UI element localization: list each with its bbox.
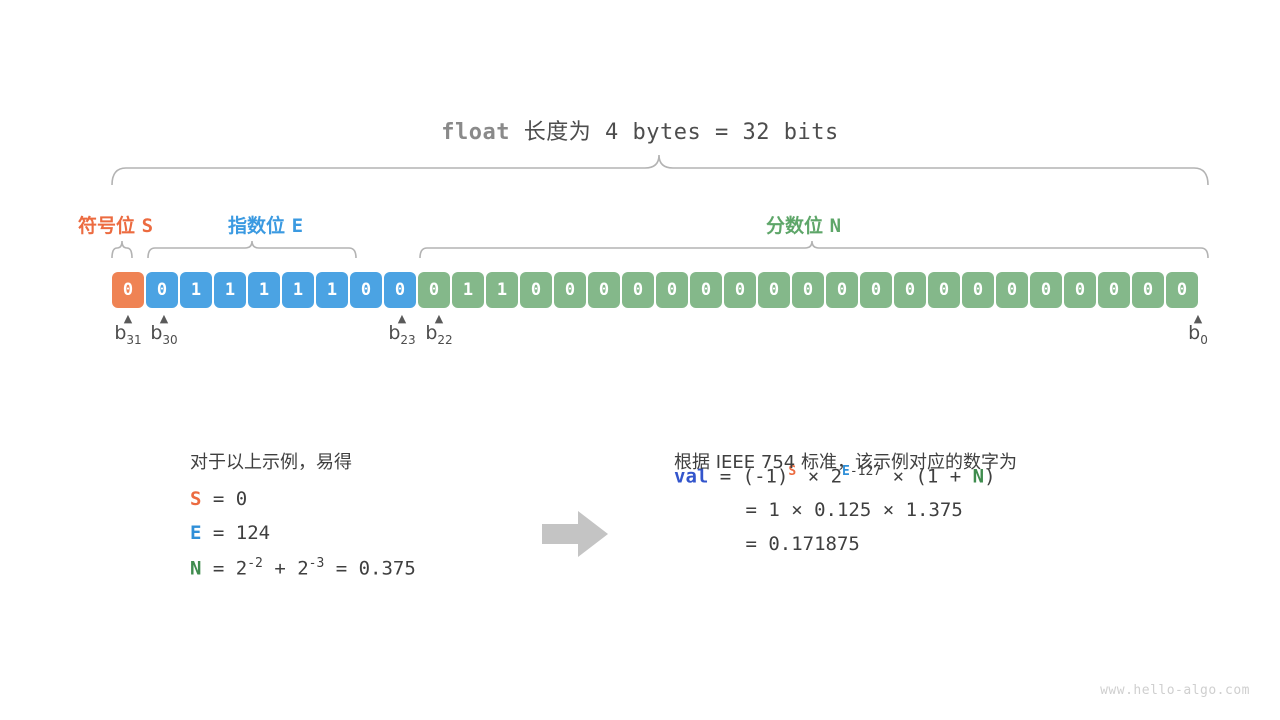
diagram-title: float 长度为 4 bytes = 32 bits — [0, 114, 1280, 146]
bit-cell-fraction-21: 0 — [1132, 272, 1164, 308]
brace-fraction — [419, 240, 1209, 259]
bit-cell-fraction-22: 0 — [1166, 272, 1198, 308]
bit-index-b0: ▲ b0 — [1178, 312, 1218, 350]
bit-index-b22: ▲ b22 — [419, 312, 459, 350]
bit-cell-exponent-4: 1 — [282, 272, 314, 308]
bit-cell-fraction-1: 1 — [452, 272, 484, 308]
brace-sign-bit — [111, 240, 133, 259]
bit-cell-fraction-5: 0 — [588, 272, 620, 308]
caret-icon: ▲ — [1193, 312, 1203, 325]
bit-cell-fraction-19: 0 — [1064, 272, 1096, 308]
bit-cell-fraction-7: 0 — [656, 272, 688, 308]
bit-index-label: b30 — [150, 322, 178, 347]
bit-cell-fraction-2: 1 — [486, 272, 518, 308]
bit-cell-exponent-6: 0 — [350, 272, 382, 308]
bit-index-label: b0 — [1188, 322, 1208, 347]
caret-icon: ▲ — [434, 312, 444, 325]
bit-index-label: b22 — [425, 322, 453, 347]
left-explanation-block: 对于以上示例，易得 S = 0 E = 124 N = 2-2 + 2-3 = … — [190, 448, 416, 587]
bit-cell-exponent-7: 0 — [384, 272, 416, 308]
bit-cell-fraction-15: 0 — [928, 272, 960, 308]
segment-symbol-e: E — [291, 215, 304, 237]
bit-cell-exponent-1: 1 — [180, 272, 212, 308]
left-line-s: S = 0 — [190, 488, 248, 510]
bit-cell-fraction-12: 0 — [826, 272, 858, 308]
title-keyword: float — [441, 120, 511, 145]
bit-index-b23: ▲ b23 — [382, 312, 422, 350]
bit-cell-exponent-5: 1 — [316, 272, 348, 308]
bit-cell-fraction-16: 0 — [962, 272, 994, 308]
right-arrow-icon — [542, 511, 608, 557]
watermark: www.hello-algo.com — [1100, 683, 1250, 698]
bit-cell-fraction-6: 0 — [622, 272, 654, 308]
left-line-n: N = 2-2 + 2-3 = 0.375 — [190, 556, 416, 580]
bit-cell-exponent-3: 1 — [248, 272, 280, 308]
bit-cell-fraction-17: 0 — [996, 272, 1028, 308]
right-line-2: = 1 × 0.125 × 1.375 — [734, 499, 963, 522]
bit-index-b31: ▲ b31 — [108, 312, 148, 350]
bit-cell-fraction-3: 0 — [520, 272, 552, 308]
caret-icon: ▲ — [397, 312, 407, 325]
bit-cell-exponent-2: 1 — [214, 272, 246, 308]
bit-cell-fraction-10: 0 — [758, 272, 790, 308]
segment-label-sign: 符号位 S — [78, 215, 154, 237]
right-explanation-block: 根据 IEEE 754 标准，该示例对应的数字为 val = (-1)S × 2… — [674, 448, 1017, 563]
segment-symbol-s: S — [141, 215, 154, 237]
right-formula: val = (-1)S × 2E-127 × (1 + N) — [674, 464, 996, 488]
brace-exponent — [147, 240, 357, 259]
bit-cell-fraction-13: 0 — [860, 272, 892, 308]
bit-index-label: b23 — [388, 322, 416, 347]
segment-label-exponent: 指数位 E — [228, 215, 304, 237]
segment-label-fraction: 分数位 N — [766, 215, 842, 237]
right-heading: 根据 IEEE 754 标准，该示例对应的数字为 — [674, 452, 1017, 473]
bit-cell-exponent-0: 0 — [146, 272, 178, 308]
left-line-e: E = 124 — [190, 522, 271, 544]
brace-total-32-bits — [111, 154, 1209, 186]
bit-cell-fraction-11: 0 — [792, 272, 824, 308]
bit-cell-fraction-20: 0 — [1098, 272, 1130, 308]
bit-cell-fraction-9: 0 — [724, 272, 756, 308]
bit-cell-fraction-8: 0 — [690, 272, 722, 308]
caret-icon: ▲ — [159, 312, 169, 325]
bit-cell-sign-0: 0 — [112, 272, 144, 308]
bit-cell-fraction-18: 0 — [1030, 272, 1062, 308]
bit-index-b30: ▲ b30 — [144, 312, 184, 350]
right-line-3: = 0.171875 — [734, 533, 860, 556]
bit-cell-fraction-0: 0 — [418, 272, 450, 308]
bit-index-label: b31 — [114, 322, 142, 347]
bit-cell-fraction-4: 0 — [554, 272, 586, 308]
title-rest: 长度为 4 bytes = 32 bits — [510, 120, 839, 145]
segment-symbol-n: N — [829, 215, 842, 237]
bit-cell-fraction-14: 0 — [894, 272, 926, 308]
left-heading: 对于以上示例，易得 — [190, 452, 352, 473]
caret-icon: ▲ — [123, 312, 133, 325]
